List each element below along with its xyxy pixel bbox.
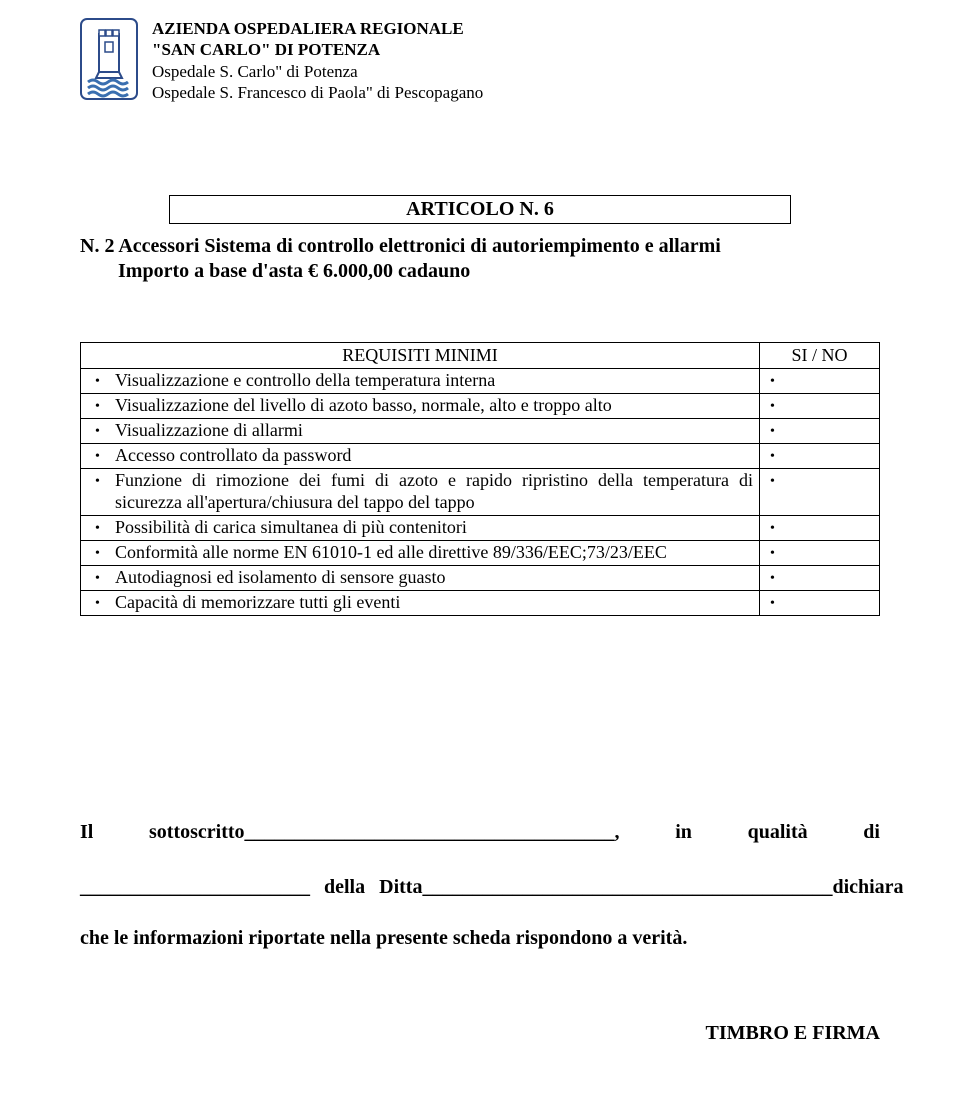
requirement-text: Accesso controllato da password bbox=[115, 445, 753, 467]
declaration-line-2: _______________________ della Ditta_____… bbox=[80, 876, 880, 899]
letterhead-text: AZIENDA OSPEDALIERA REGIONALE "SAN CARLO… bbox=[152, 18, 483, 103]
bullet-icon: • bbox=[95, 370, 115, 390]
sino-cell: • bbox=[760, 393, 880, 418]
subtitle-line-2: Importo a base d'asta € 6.000,00 cadauno bbox=[80, 259, 880, 284]
sino-cell: • bbox=[760, 369, 880, 394]
article-title-box: ARTICOLO N. 6 bbox=[169, 195, 791, 224]
hospital-logo bbox=[80, 18, 138, 105]
requirement-cell: •Conformità alle norme EN 61010-1 ed all… bbox=[81, 540, 760, 565]
requirement-cell: •Autodiagnosi ed isolamento di sensore g… bbox=[81, 565, 760, 590]
letterhead: AZIENDA OSPEDALIERA REGIONALE "SAN CARLO… bbox=[80, 18, 880, 105]
requirement-text: Funzione di rimozione dei fumi di azoto … bbox=[115, 470, 753, 514]
requirement-cell: •Possibilità di carica simultanea di più… bbox=[81, 515, 760, 540]
article-subtitle: N. 2 Accessori Sistema di controllo elet… bbox=[80, 234, 880, 284]
bullet-icon: • bbox=[770, 395, 790, 415]
decl-ditta: Ditta___________________________________… bbox=[379, 876, 903, 899]
requirement-text: Visualizzazione e controllo della temper… bbox=[115, 370, 753, 392]
table-row: •Accesso controllato da password• bbox=[81, 443, 880, 468]
requirement-text: Possibilità di carica simultanea di più … bbox=[115, 517, 753, 539]
decl-di: di bbox=[863, 816, 880, 848]
table-header-left: REQUISITI MINIMI bbox=[81, 343, 760, 369]
requirement-text: Conformità alle norme EN 61010-1 ed alle… bbox=[115, 542, 753, 564]
header-line-3: Ospedale S. Carlo" di Potenza bbox=[152, 61, 483, 82]
table-row: •Visualizzazione di allarmi• bbox=[81, 418, 880, 443]
bullet-icon: • bbox=[770, 542, 790, 562]
table-row: •Visualizzazione e controllo della tempe… bbox=[81, 369, 880, 394]
header-line-2: "SAN CARLO" DI POTENZA bbox=[152, 39, 483, 60]
table-row: •Conformità alle norme EN 61010-1 ed all… bbox=[81, 540, 880, 565]
sino-cell: • bbox=[760, 540, 880, 565]
article-number: ARTICOLO N. 6 bbox=[406, 198, 554, 220]
declaration-line-3: che le informazioni riportate nella pres… bbox=[80, 927, 880, 950]
bullet-icon: • bbox=[95, 470, 115, 490]
requirement-text: Visualizzazione del livello di azoto bas… bbox=[115, 395, 753, 417]
requirement-cell: •Accesso controllato da password bbox=[81, 443, 760, 468]
subtitle-line-1: N. 2 Accessori Sistema di controllo elet… bbox=[80, 235, 721, 257]
bullet-icon: • bbox=[770, 517, 790, 537]
header-line-4: Ospedale S. Francesco di Paola" di Pesco… bbox=[152, 82, 483, 103]
bullet-icon: • bbox=[770, 370, 790, 390]
table-header-right: SI / NO bbox=[760, 343, 880, 369]
sino-cell: • bbox=[760, 468, 880, 515]
declaration-line-1: Il sottoscritto_________________________… bbox=[80, 816, 880, 848]
requirement-cell: •Funzione di rimozione dei fumi di azoto… bbox=[81, 468, 760, 515]
sino-cell: • bbox=[760, 418, 880, 443]
bullet-icon: • bbox=[770, 420, 790, 440]
requirement-cell: •Visualizzazione e controllo della tempe… bbox=[81, 369, 760, 394]
table-row: •Possibilità di carica simultanea di più… bbox=[81, 515, 880, 540]
decl-sottoscritto: sottoscritto____________________________… bbox=[149, 816, 620, 848]
bullet-icon: • bbox=[770, 567, 790, 587]
decl-in: in bbox=[675, 816, 692, 848]
table-row: •Autodiagnosi ed isolamento di sensore g… bbox=[81, 565, 880, 590]
decl-il: Il bbox=[80, 816, 93, 848]
sino-cell: • bbox=[760, 565, 880, 590]
bullet-icon: • bbox=[95, 517, 115, 537]
decl-della: della bbox=[324, 876, 365, 899]
requirement-text: Autodiagnosi ed isolamento di sensore gu… bbox=[115, 567, 753, 589]
stamp-signature-label: TIMBRO E FIRMA bbox=[80, 1022, 880, 1045]
bullet-icon: • bbox=[95, 592, 115, 612]
requirement-text: Visualizzazione di allarmi bbox=[115, 420, 753, 442]
requirements-table: REQUISITI MINIMI SI / NO •Visualizzazion… bbox=[80, 342, 880, 616]
bullet-icon: • bbox=[770, 592, 790, 612]
requirement-text: Capacità di memorizzare tutti gli eventi bbox=[115, 592, 753, 614]
requirement-cell: •Visualizzazione di allarmi bbox=[81, 418, 760, 443]
bullet-icon: • bbox=[95, 445, 115, 465]
bullet-icon: • bbox=[95, 567, 115, 587]
sino-cell: • bbox=[760, 515, 880, 540]
bullet-icon: • bbox=[770, 445, 790, 465]
bullet-icon: • bbox=[95, 395, 115, 415]
requirement-cell: •Visualizzazione del livello di azoto ba… bbox=[81, 393, 760, 418]
table-row: •Visualizzazione del livello di azoto ba… bbox=[81, 393, 880, 418]
header-line-1: AZIENDA OSPEDALIERA REGIONALE bbox=[152, 18, 483, 39]
bullet-icon: • bbox=[770, 470, 790, 490]
sino-cell: • bbox=[760, 590, 880, 615]
decl-qualita: qualità bbox=[748, 816, 808, 848]
bullet-icon: • bbox=[95, 542, 115, 562]
table-row: •Funzione di rimozione dei fumi di azoto… bbox=[81, 468, 880, 515]
declaration-block: Il sottoscritto_________________________… bbox=[80, 816, 880, 950]
bullet-icon: • bbox=[95, 420, 115, 440]
sino-cell: • bbox=[760, 443, 880, 468]
requirement-cell: •Capacità di memorizzare tutti gli event… bbox=[81, 590, 760, 615]
decl-blank: _______________________ bbox=[80, 876, 310, 899]
table-row: •Capacità di memorizzare tutti gli event… bbox=[81, 590, 880, 615]
